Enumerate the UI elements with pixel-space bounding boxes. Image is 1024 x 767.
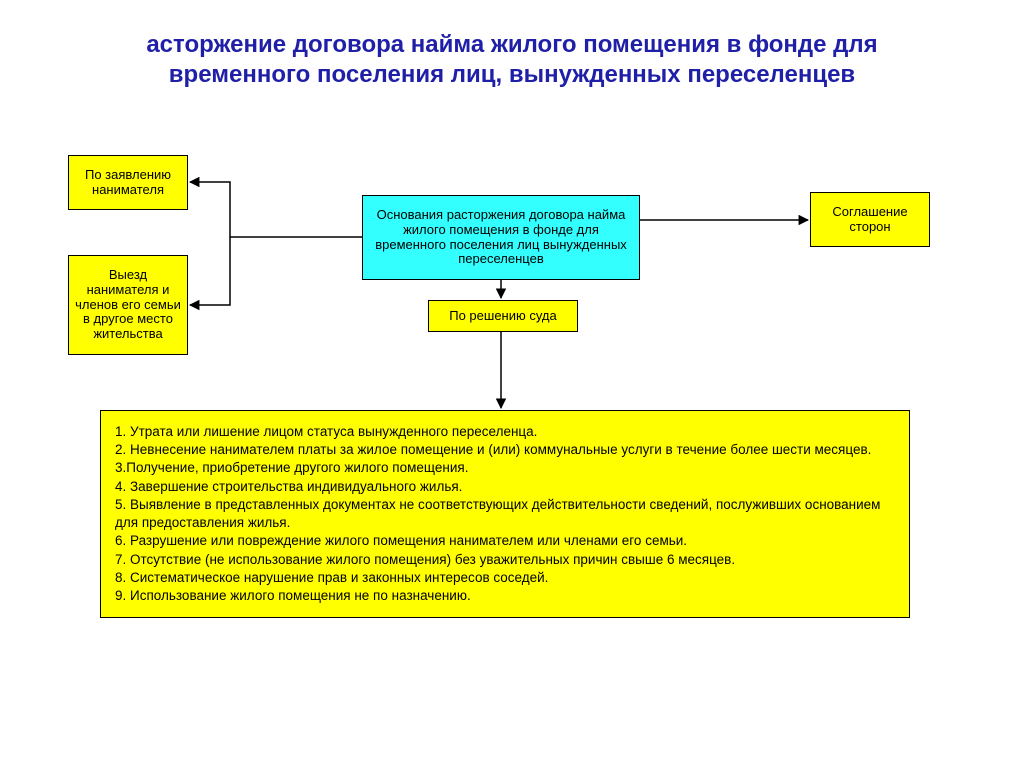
reason-line: 3.Получение, приобретение другого жилого… [115, 459, 895, 477]
box-court: По решению суда [428, 300, 578, 332]
box-tenant-request-label: По заявлению нанимателя [75, 168, 181, 198]
reason-line: 4. Завершение строительства индивидуальн… [115, 478, 895, 496]
connectors [0, 0, 1024, 767]
title-line-1: асторжение договора найма жилого помещен… [146, 31, 877, 58]
box-agreement-label: Соглашение сторон [817, 205, 923, 235]
box-center: Основания расторжения договора найма жил… [362, 195, 640, 280]
reason-line: 2. Невнесение нанимателем платы за жилое… [115, 441, 895, 459]
reason-line: 7. Отсутствие (не использование жилого п… [115, 551, 895, 569]
box-move-out-label: Выезд нанимателя и членов его семьи в др… [75, 268, 181, 343]
page-title: асторжение договора найма жилого помещен… [0, 30, 1024, 90]
box-agreement: Соглашение сторон [810, 192, 930, 247]
title-line-2: временного поселения лиц, вынужденных пе… [169, 61, 855, 88]
reason-line: 9. Использование жилого помещения не по … [115, 587, 895, 605]
reason-line: 6. Разрушение или повреждение жилого пом… [115, 532, 895, 550]
reason-line: 8. Систематическое нарушение прав и зако… [115, 569, 895, 587]
box-reasons: 1. Утрата или лишение лицом статуса выну… [100, 410, 910, 618]
reason-line: 5. Выявление в представленных документах… [115, 496, 895, 532]
box-move-out: Выезд нанимателя и членов его семьи в др… [68, 255, 188, 355]
reason-line: 1. Утрата или лишение лицом статуса выну… [115, 423, 895, 441]
box-center-label: Основания расторжения договора найма жил… [369, 208, 633, 268]
box-tenant-request: По заявлению нанимателя [68, 155, 188, 210]
box-court-label: По решению суда [449, 309, 557, 324]
